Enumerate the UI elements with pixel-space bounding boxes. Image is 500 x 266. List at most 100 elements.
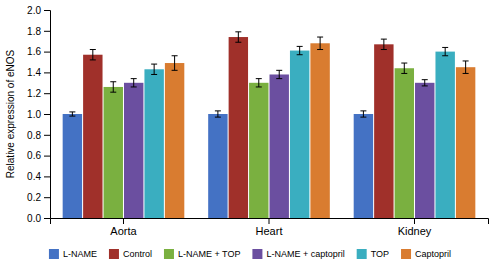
bar [229,37,248,218]
error-bar [381,39,387,49]
error-bar [69,112,75,116]
legend-label: L-NAME + TOP [178,249,240,259]
legend-item: L-NAME + captopril [252,249,344,259]
error-bar-line [235,32,241,42]
tick-label: Heart [256,225,283,237]
legend-label: L-NAME [63,249,97,259]
bar [165,63,184,218]
legend-swatch [109,249,119,259]
legend-item: Control [109,249,152,259]
legend: L-NAME Control L-NAME + TOP L-NAME + captop… [49,249,451,259]
error-bar-line [276,70,282,78]
bar [249,83,268,218]
y-tick: 0.6 [27,150,50,161]
bar [354,114,373,218]
y-tick: 1.4 [27,67,50,78]
error-bar-line [401,63,407,73]
error-bar-line [381,39,387,49]
error-bar [235,32,241,42]
tick-mark [44,156,50,157]
y-tick: 1.0 [27,109,50,120]
series [83,32,393,218]
legend-swatch [49,249,59,259]
legend-label: Control [123,249,152,259]
bar [290,51,309,218]
tick-mark [44,72,50,73]
y-tick: 0.4 [27,171,50,182]
bar [270,74,289,218]
tick-label: 0.8 [27,130,41,141]
error-bar-line [297,46,303,54]
tick-label: 0.4 [27,171,41,182]
error-bar [172,56,178,71]
legend-item: L-NAME + TOP [164,249,240,259]
tick-label: 1.2 [27,88,41,99]
bar [208,114,227,218]
tick-label: 1.0 [27,109,41,120]
marks [63,32,476,218]
series [165,37,475,218]
legend-swatch [164,249,174,259]
tick-label: 0.2 [27,192,41,203]
plot: 0.0 0.2 0.4 0.6 0.8 1.0 1.2 1.4 1.6 1.8 2.0 Aorta He… [27,5,488,237]
bar [310,43,329,218]
error-bar-line [256,79,262,87]
tick-mark [44,31,50,32]
tick-mark [44,135,50,136]
error-bar [276,70,282,78]
bar [83,55,102,218]
error-bar-line [172,56,178,71]
bar [435,52,454,218]
tick-mark [44,197,50,198]
series [144,46,454,218]
legend-label: Captopril [415,249,451,259]
series [104,63,414,218]
error-bar [90,50,96,60]
error-bar [360,111,366,117]
axis-line [51,219,489,225]
x-axis: AortaHeartKidney [51,218,489,237]
error-bar [151,64,157,74]
y-tick: 0.2 [27,192,50,203]
tick-label: Aorta [110,225,137,237]
axis-line [44,11,51,219]
tick-label: 2.0 [27,5,41,16]
legend-item: Captopril [401,249,451,259]
bar [415,83,434,218]
bar [104,87,123,218]
legend-label: TOP [371,249,389,259]
tick-mark [44,114,50,115]
y-tick: 0.0 [27,213,50,224]
legend-swatch [401,249,411,259]
error-bar-line [317,37,323,49]
error-bar-line [422,80,428,86]
error-bar-line [463,61,469,73]
error-bar-line [110,82,116,92]
tick-mark [44,218,50,219]
error-bar [297,46,303,54]
tick-label: 1.8 [27,26,41,37]
bar [124,83,143,218]
tick-mark [414,218,415,224]
legend-swatch [357,249,367,259]
y-tick: 2.0 [27,5,50,16]
y-tick: 1.6 [27,46,50,57]
error-bar [401,63,407,73]
error-bar-line [360,111,366,117]
error-bar-line [69,112,75,116]
error-bar-line [90,50,96,60]
error-bar [131,79,137,87]
bar [63,114,82,218]
bar [374,44,393,218]
tick-mark [44,10,50,11]
legend-item: L-NAME [49,249,97,259]
error-bar [256,79,262,87]
tick-mark [44,93,50,94]
bar [395,68,414,218]
error-bar-line [215,111,221,117]
y-tick: 1.8 [27,26,50,37]
error-bar-line [442,47,448,55]
chart: L-NAME Control L-NAME + TOP L-NAME + captop… [0,0,500,266]
tick-label: 0.6 [27,150,41,161]
x-tick: Aorta [110,218,137,237]
